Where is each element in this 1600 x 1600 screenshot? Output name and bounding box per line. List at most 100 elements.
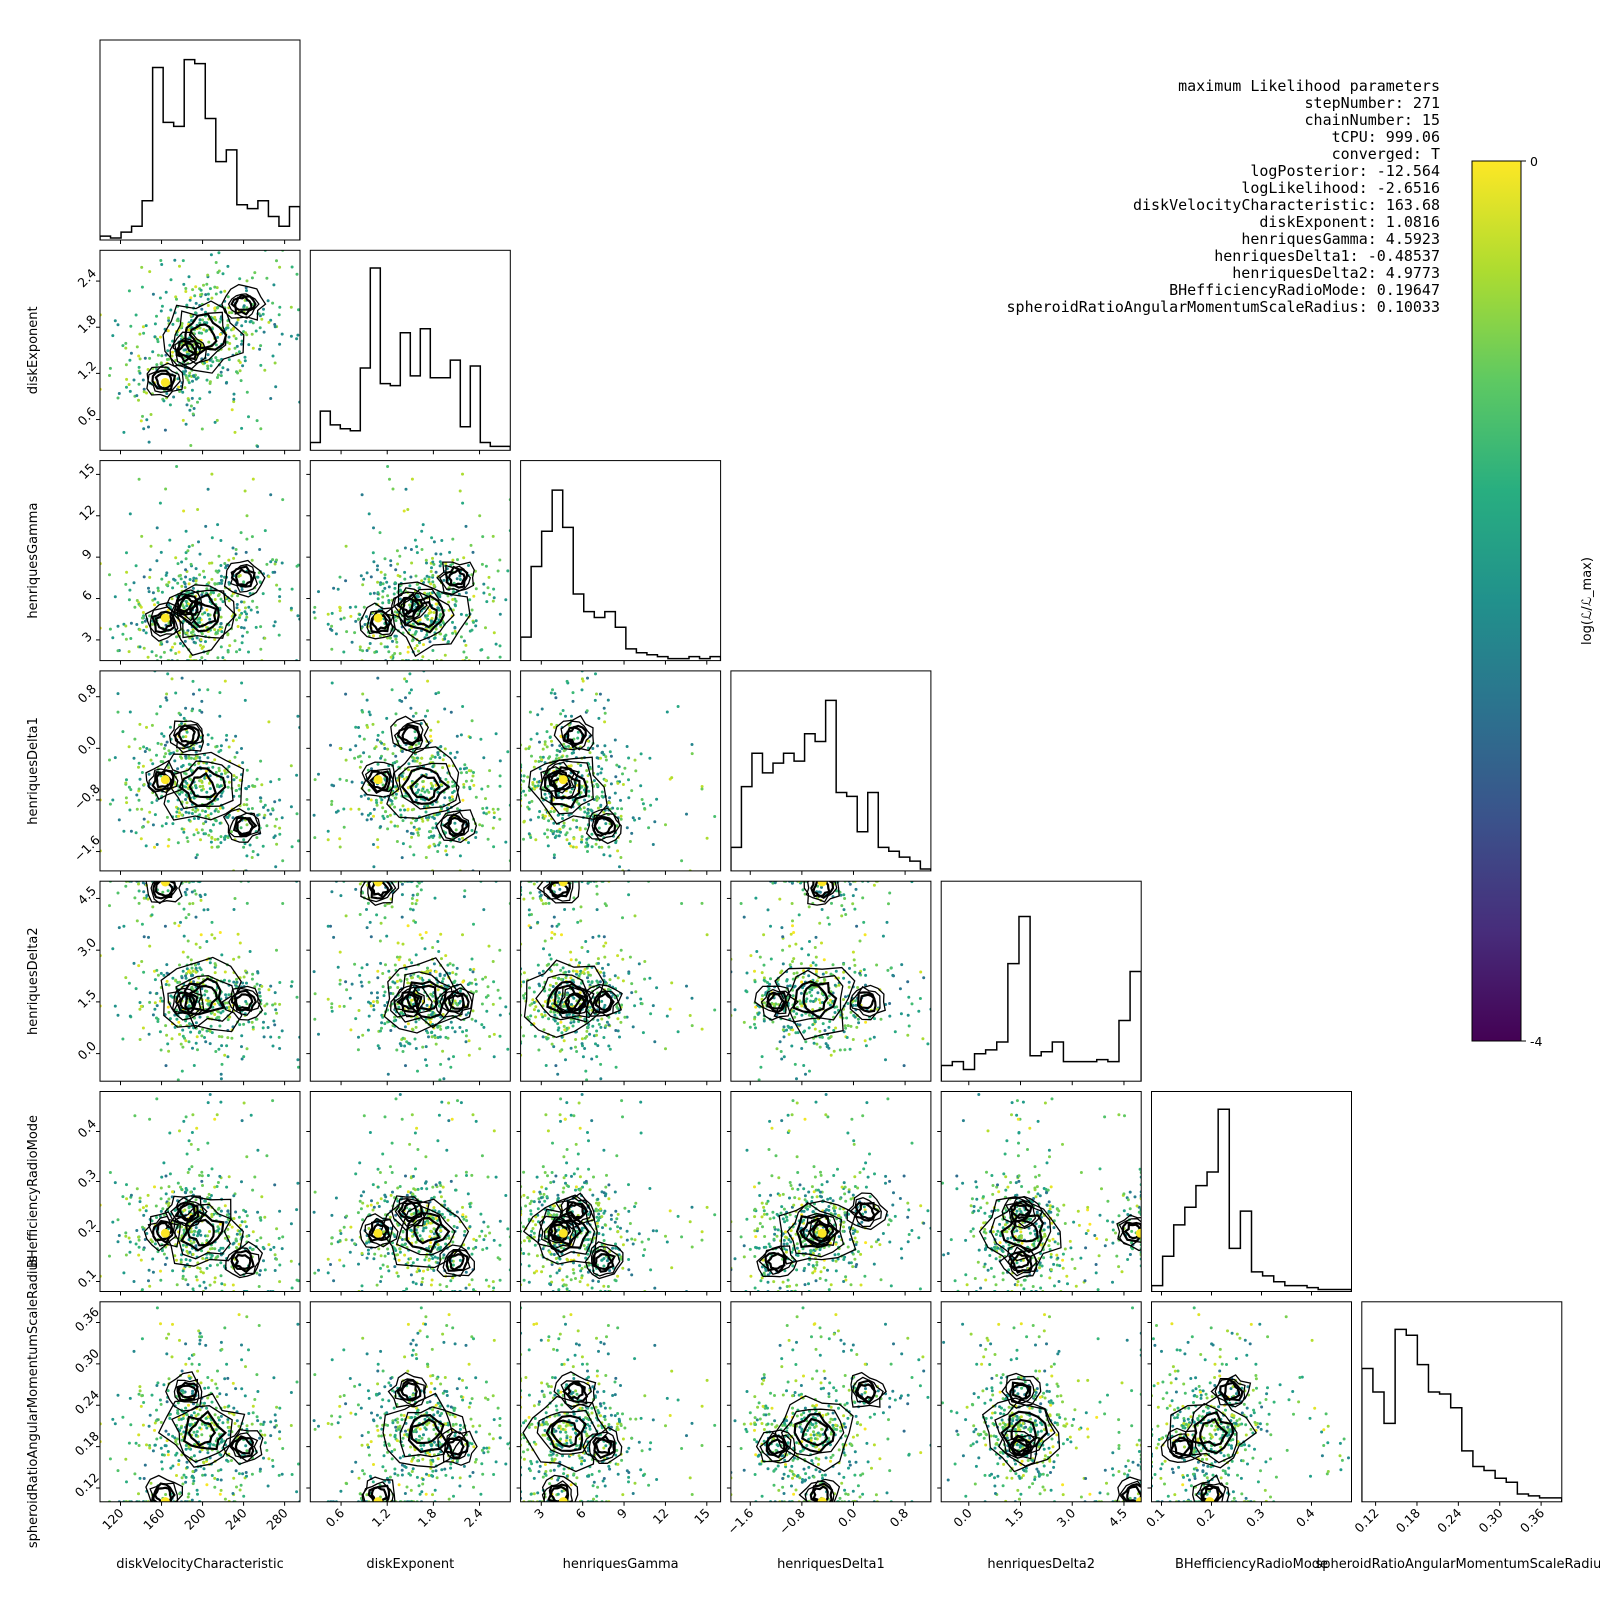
sample-point [200,700,203,703]
sample-point [195,828,198,831]
sample-point [198,573,201,576]
sample-point [467,841,470,844]
sample-point [493,816,496,819]
sample-point [290,607,293,610]
sample-point [184,755,187,758]
sample-point [584,940,587,943]
sample-point [531,998,534,1001]
sample-point [139,1038,142,1041]
sample-point [272,624,275,627]
sample-point [143,818,146,821]
sample-point [255,330,258,333]
sample-point [403,578,406,581]
sample-point [251,1021,254,1024]
sample-point [619,1021,622,1024]
sample-point [179,574,182,577]
sample-point [529,836,532,839]
sample-point [169,752,172,755]
sample-point [196,853,199,856]
sample-point [373,808,376,811]
sample-point [339,846,342,849]
sample-point [451,632,454,635]
sample-point [201,828,204,831]
sample-point [453,981,456,984]
sample-point [140,419,143,422]
sample-point [243,601,246,604]
sample-point [706,933,709,936]
sample-point [117,892,120,895]
sample-point [479,738,482,741]
sample-point [190,958,193,961]
sample-point [263,814,266,817]
sample-point [234,756,237,759]
sample-point [701,902,704,905]
sample-point [488,576,491,579]
sample-point [138,1008,141,1011]
sample-point [830,973,833,976]
sample-point [370,818,373,821]
sample-point [376,581,379,584]
sample-point [339,618,342,621]
sample-point [160,743,163,746]
sample-point [536,921,539,924]
sample-point [204,293,207,296]
sample-point [181,976,184,979]
sample-point [245,798,248,801]
sample-point [386,815,389,818]
sample-point [188,582,191,585]
sample-point [529,1014,532,1017]
sample-point [278,588,281,591]
sample-point [175,811,178,814]
sample-point [471,609,474,612]
sample-point [220,795,223,798]
sample-point [591,936,594,939]
sample-point [165,392,168,395]
sample-point [685,985,688,988]
sample-point [534,1016,537,1019]
sample-point [222,807,225,810]
sample-point [362,578,365,581]
sample-point [551,688,554,691]
sample-point [111,799,114,802]
contour-line [411,776,440,801]
sample-point [566,755,569,758]
sample-point [184,785,187,788]
sample-point [542,970,545,973]
sample-point [217,750,220,753]
sample-point [397,1006,400,1009]
sample-point [395,760,398,763]
sample-point [649,1012,652,1015]
max-likelihood-point [161,378,170,387]
sample-point [216,582,219,585]
sample-point [203,908,206,911]
sample-point [395,793,398,796]
sample-point [260,985,263,988]
sample-point [846,1002,849,1005]
sample-point [437,592,440,595]
sample-point [482,583,485,586]
sample-point [453,822,456,825]
sample-point [438,756,441,759]
panel-frame [521,461,721,661]
sample-point [572,1020,575,1023]
sample-point [242,1023,245,1026]
sample-point [484,797,487,800]
sample-point [200,711,203,714]
sample-point [619,799,622,802]
sample-point [224,1002,227,1005]
sample-point [537,1049,540,1052]
sample-point [136,345,139,348]
sample-point [432,834,435,837]
sample-point [206,379,209,382]
sample-point [167,838,170,841]
sample-point [202,822,205,825]
sample-point [566,1027,569,1030]
sample-point [353,963,356,966]
sample-point [109,803,112,806]
sample-point [223,290,226,293]
sample-point [191,974,194,977]
sample-point [162,399,165,402]
sample-point [256,814,259,817]
sample-point [701,1028,704,1031]
sample-point [385,935,388,938]
